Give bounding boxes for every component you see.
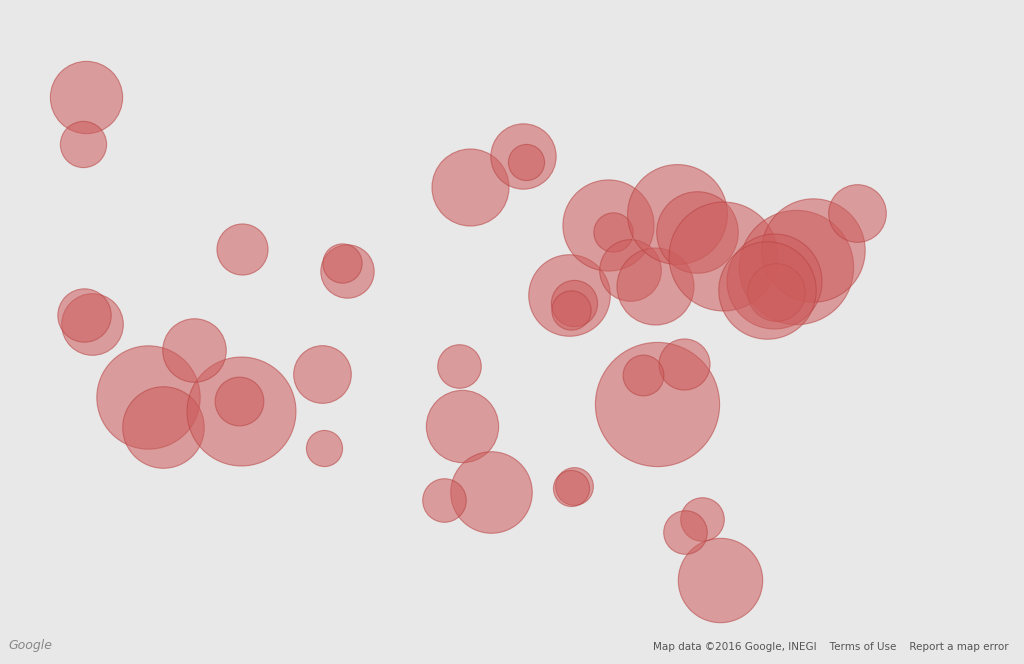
Point bbox=[454, 421, 470, 432]
Point bbox=[669, 208, 685, 219]
Point bbox=[715, 250, 731, 261]
Point bbox=[231, 395, 248, 406]
Point bbox=[689, 227, 706, 238]
Point bbox=[234, 244, 251, 254]
Text: Google: Google bbox=[8, 639, 52, 652]
Point bbox=[482, 487, 499, 498]
Point bbox=[334, 258, 350, 269]
Point bbox=[452, 361, 468, 371]
Point bbox=[514, 150, 530, 161]
Text: Map data ©2016 Google, INEGI    Terms of Use    Report a map error: Map data ©2016 Google, INEGI Terms of Us… bbox=[653, 642, 1009, 652]
Point bbox=[635, 370, 651, 380]
Point bbox=[849, 208, 865, 218]
Point bbox=[676, 359, 692, 369]
Point bbox=[517, 156, 534, 167]
Point bbox=[84, 319, 100, 329]
Point bbox=[156, 422, 172, 432]
Point bbox=[563, 483, 580, 493]
Point bbox=[339, 266, 355, 276]
Point bbox=[561, 290, 578, 301]
Point bbox=[787, 262, 804, 272]
Point bbox=[462, 182, 478, 193]
Point bbox=[565, 298, 582, 309]
Point bbox=[648, 398, 665, 409]
Point bbox=[562, 305, 579, 315]
Point bbox=[693, 514, 710, 525]
Point bbox=[75, 139, 91, 149]
Point bbox=[805, 244, 821, 255]
Point bbox=[436, 495, 453, 505]
Point bbox=[647, 280, 664, 291]
Point bbox=[232, 405, 249, 416]
Point bbox=[712, 575, 728, 586]
Point bbox=[78, 92, 94, 103]
Point bbox=[313, 369, 330, 379]
Point bbox=[565, 481, 582, 491]
Point bbox=[605, 227, 622, 238]
Point bbox=[622, 265, 638, 276]
Point bbox=[599, 219, 615, 230]
Point bbox=[759, 285, 775, 295]
Point bbox=[186, 345, 203, 356]
Point bbox=[767, 287, 783, 297]
Point bbox=[766, 276, 782, 286]
Point bbox=[76, 309, 92, 320]
Point bbox=[677, 527, 693, 538]
Point bbox=[315, 443, 332, 454]
Point bbox=[139, 392, 156, 402]
